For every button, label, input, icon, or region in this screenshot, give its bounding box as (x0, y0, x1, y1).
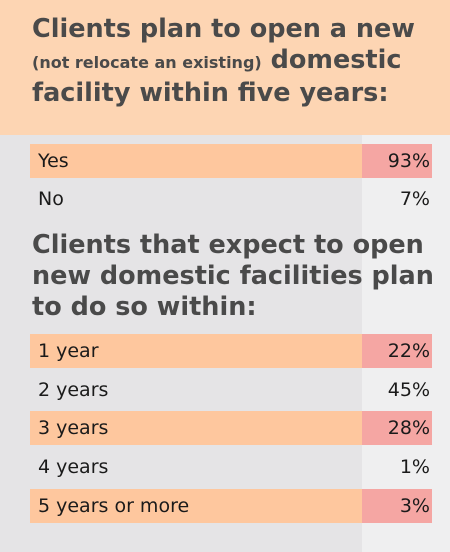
section2-title-line1: Clients that expect to open (32, 230, 424, 260)
section2-title-line2: new domestic facilities plan (32, 261, 434, 291)
row-band (30, 411, 362, 446)
table-row: 5 years or more 3% (30, 488, 432, 527)
table-row: Yes 93% (30, 144, 432, 182)
section1-title-line2: domestic (270, 45, 402, 75)
section1-title-line1: Clients plan to open a new (32, 14, 415, 44)
row-band (30, 488, 362, 523)
section1-title-line3: facility within five years: (32, 78, 389, 108)
section2-title-line3: to do so within: (32, 292, 257, 322)
table-row: 1 year 22% (30, 334, 432, 372)
row-band (30, 144, 362, 178)
section1-title: Clients plan to open a new (not relocate… (0, 0, 450, 135)
row-label: 4 years (38, 456, 109, 479)
row-value: 45% (387, 378, 430, 401)
row-band (30, 182, 362, 216)
table-row: 3 years 28% (30, 411, 432, 449)
row-label: 5 years or more (38, 494, 190, 517)
row-label: Yes (38, 150, 69, 172)
row-label: No (38, 188, 64, 210)
row-value: 1% (399, 456, 430, 479)
row-label: 1 year (38, 340, 99, 362)
row-label: 2 years (38, 378, 109, 401)
table-row: No 7% (30, 182, 432, 220)
value-band (362, 488, 432, 523)
row-value: 7% (399, 188, 430, 210)
value-band (362, 144, 432, 178)
table-row: 4 years 1% (30, 450, 432, 488)
section1-title-small: (not relocate an existing) (32, 53, 262, 72)
row-value: 3% (399, 494, 430, 517)
row-value: 28% (387, 417, 430, 440)
table-row: 2 years 45% (30, 373, 432, 411)
section2-title: Clients that expect to open new domestic… (32, 230, 442, 323)
value-band (362, 334, 432, 368)
row-value: 22% (387, 340, 430, 362)
row-label: 3 years (38, 417, 109, 440)
value-band (362, 411, 432, 446)
row-band (30, 334, 362, 368)
row-value: 93% (387, 150, 430, 172)
